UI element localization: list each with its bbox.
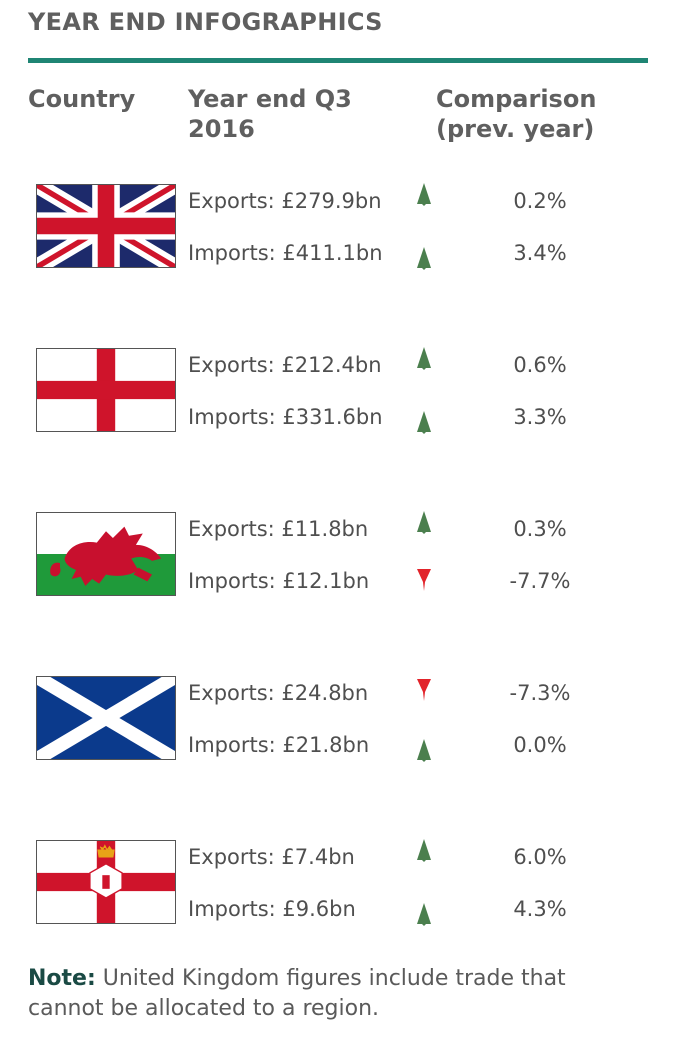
table-row: Exports: £24.8bn -7.3% Imports: £21.8bn …: [0, 672, 676, 776]
note-label: Note:: [28, 966, 96, 991]
exports-value: Exports: £11.8bn: [188, 517, 369, 541]
imports-change: -7.7%: [509, 569, 571, 593]
exports-change: 0.2%: [513, 189, 567, 213]
title-divider: [28, 58, 648, 63]
table-row: Exports: £11.8bn 0.3% Imports: £12.1bn -…: [0, 508, 676, 612]
uk-flag-icon: [36, 184, 176, 268]
imports-value: Imports: £331.6bn: [188, 405, 383, 429]
page-title: YEAR END INFOGRAPHICS: [28, 8, 383, 36]
up-arrow-icon: [416, 182, 432, 206]
up-arrow-icon: [416, 410, 432, 434]
down-arrow-icon: [416, 678, 432, 702]
imports-change: 4.3%: [513, 897, 567, 921]
exports-value: Exports: £212.4bn: [188, 353, 382, 377]
exports-change: 6.0%: [513, 845, 567, 869]
england-flag-icon: [36, 348, 176, 432]
up-arrow-icon: [416, 246, 432, 270]
exports-change: -7.3%: [509, 681, 571, 705]
exports-value: Exports: £7.4bn: [188, 845, 355, 869]
header-country: Country: [28, 85, 136, 113]
up-arrow-icon: [416, 510, 432, 534]
table-row: Exports: £279.9bn 0.2% Imports: £411.1bn…: [0, 180, 676, 284]
up-arrow-icon: [416, 902, 432, 926]
down-arrow-icon: [416, 568, 432, 592]
imports-change: 3.3%: [513, 405, 567, 429]
imports-value: Imports: £21.8bn: [188, 733, 370, 757]
up-arrow-icon: [416, 838, 432, 862]
imports-value: Imports: £411.1bn: [188, 241, 383, 265]
up-arrow-icon: [416, 738, 432, 762]
exports-value: Exports: £279.9bn: [188, 189, 382, 213]
up-arrow-icon: [416, 346, 432, 370]
header-comparison: Comparison (prev. year): [436, 85, 597, 143]
table-row: Exports: £212.4bn 0.6% Imports: £331.6bn…: [0, 344, 676, 448]
scotland-flag-icon: [36, 676, 176, 760]
northern-ireland-flag-icon: [36, 840, 176, 924]
note-text: United Kingdom figures include trade tha…: [28, 966, 566, 1021]
wales-flag-icon: [36, 512, 176, 596]
imports-change: 0.0%: [513, 733, 567, 757]
exports-change: 0.3%: [513, 517, 567, 541]
imports-change: 3.4%: [513, 241, 567, 265]
imports-value: Imports: £9.6bn: [188, 897, 356, 921]
footnote: Note: United Kingdom figures include tra…: [28, 964, 648, 1024]
table-row: Exports: £7.4bn 6.0% Imports: £9.6bn 4.3…: [0, 836, 676, 940]
imports-value: Imports: £12.1bn: [188, 569, 370, 593]
exports-value: Exports: £24.8bn: [188, 681, 369, 705]
header-year-end: Year end Q3 2016: [188, 85, 352, 143]
exports-change: 0.6%: [513, 353, 567, 377]
